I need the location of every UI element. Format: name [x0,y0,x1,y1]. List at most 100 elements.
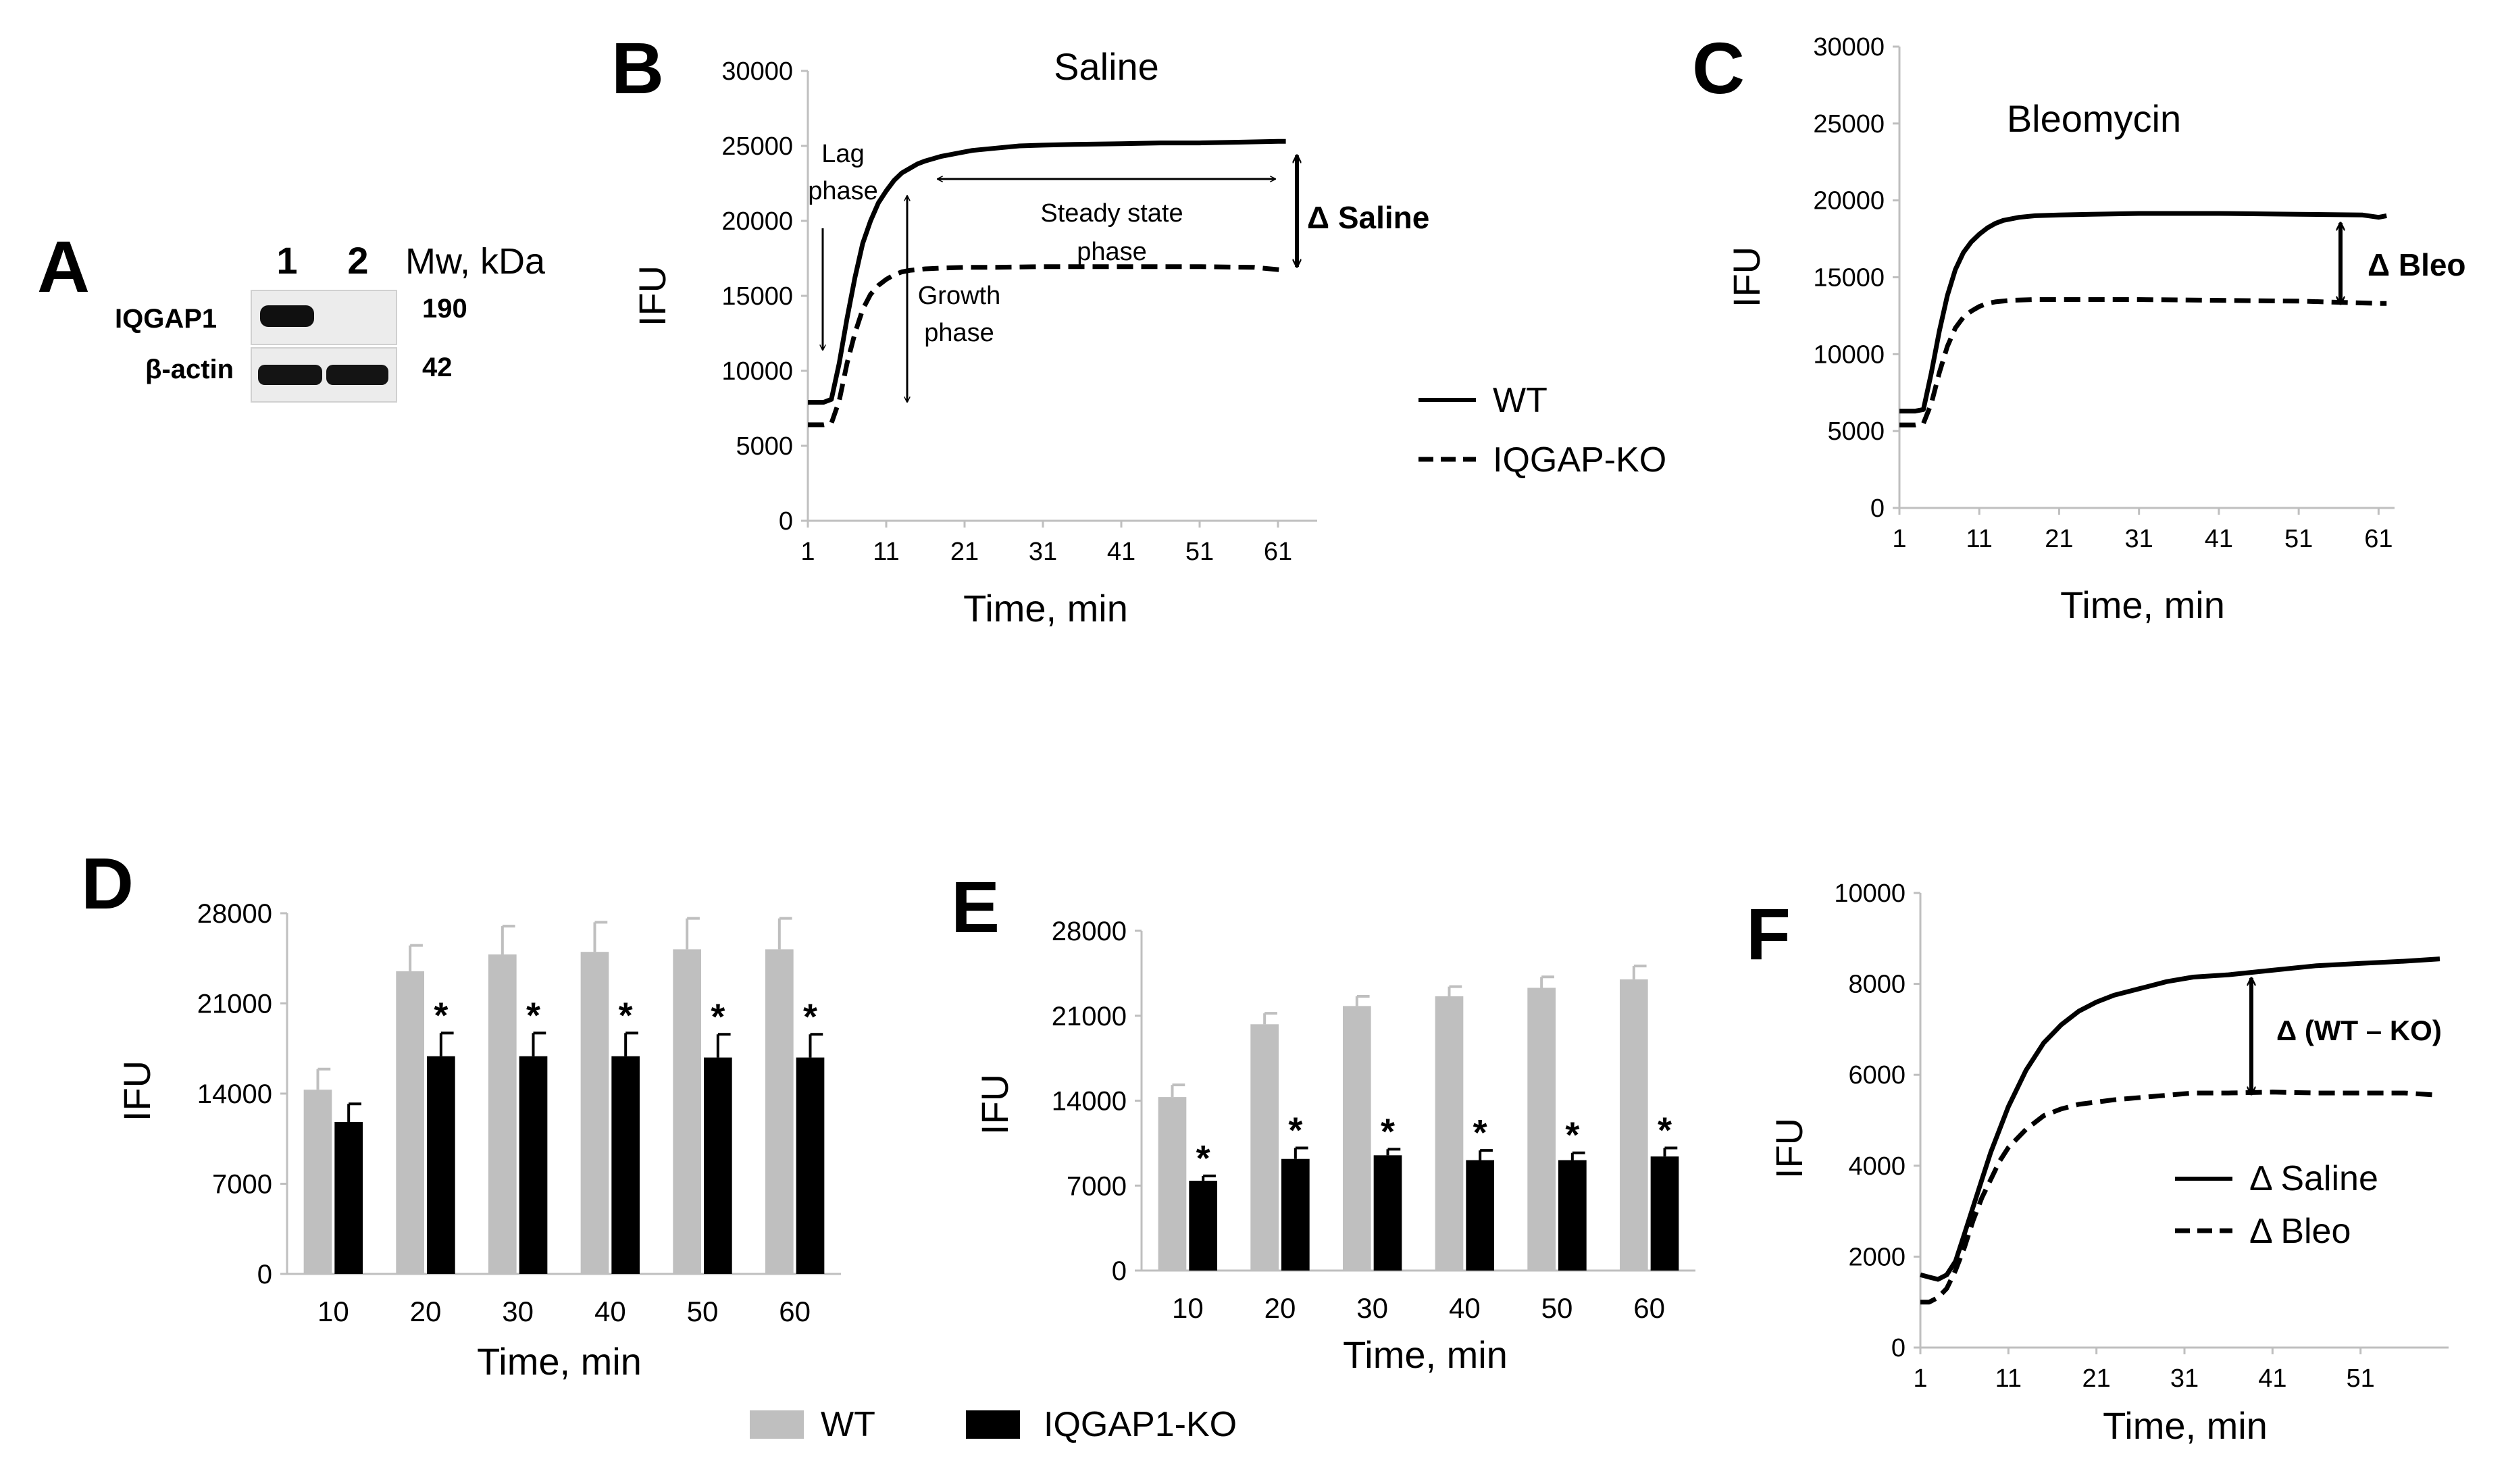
panel-label-e: E [951,866,1000,948]
bar-wt [1527,988,1556,1271]
legend-de-wt-swatch [750,1410,804,1439]
chart-c-title: Bleomycin [2007,97,2181,140]
y-tick-label: 5000 [1827,417,1885,446]
chart-b-xlabel: Time, min [963,587,1128,630]
annotation-lag-1: Lag [821,140,864,168]
chart-b-ylabel: IFU [631,265,673,326]
chart-b-annotations: Lag phase Growth phase Steady state phas… [808,140,1429,402]
chart-e-xlabel: Time, min [1343,1333,1508,1376]
x-tick-label: 21 [2082,1364,2111,1393]
y-tick-label: 4000 [1848,1152,1906,1181]
bar-ko [519,1056,548,1274]
x-tick-label: 21 [2045,525,2073,553]
legend-de-ko-swatch [966,1410,1020,1439]
y-tick-label: 15000 [721,282,793,311]
chart-f-xlabel: Time, min [2103,1404,2268,1447]
x-tick-label: 51 [1185,538,1214,566]
significance-star: * [1288,1110,1302,1151]
x-tick-label: 21 [950,538,979,566]
chart-b-title: Saline [1054,45,1159,88]
y-tick-label: 25000 [1813,110,1885,138]
y-tick-label: 8000 [1848,971,1906,999]
bar-wt [1342,1006,1371,1271]
y-tick-label: 7000 [212,1170,272,1200]
y-tick-label: 21000 [1052,1002,1127,1031]
bar-wt [1250,1024,1279,1271]
legend-f-saline-label: Δ Saline [2249,1159,2378,1198]
annotation-delta-saline: Δ Saline [1307,200,1429,235]
x-tick-label: 60 [779,1296,811,1327]
legend-bc-wt-label: WT [1493,381,1548,420]
y-tick-label: 14000 [1052,1087,1127,1117]
panel-a: A 1 2 Mw, kDa IQGAP1 190 β-actin 42 [37,226,546,403]
panel-label-d: D [81,842,134,924]
annotation-growth-2: phase [924,319,994,347]
annotation-lag-2: phase [808,177,878,205]
panel-label-c: C [1692,27,1745,109]
x-tick-label: 61 [2364,525,2393,553]
bar-wt [580,952,609,1274]
y-tick-label: 0 [1870,494,1885,523]
bar-ko [334,1121,363,1274]
x-tick-label: 41 [2205,525,2233,553]
chart-d-xlabel: Time, min [477,1340,642,1383]
chart-f-ylabel: IFU [1768,1118,1810,1179]
x-tick-label: 1 [800,538,815,566]
blot-mw-42: 42 [422,353,453,382]
y-tick-label: 10000 [721,357,793,386]
legend-de-wt-label: WT [821,1405,875,1444]
y-tick-label: 2000 [1848,1243,1906,1271]
y-tick-label: 28000 [197,899,272,929]
y-tick-label: 20000 [721,207,793,236]
y-tick-label: 0 [1891,1334,1906,1362]
panel-e: E Time, min IFU 0 7000 14000 21000 28000 10 20… [951,866,1695,1376]
y-tick-label: 30000 [721,57,793,86]
blot-band-iqgap1-lane1 [260,305,314,327]
significance-star: * [711,996,725,1037]
bar-ko [1466,1160,1495,1271]
significance-star: * [803,996,817,1037]
bar-ko [1373,1155,1402,1271]
y-tick-label: 25000 [721,132,793,161]
y-tick-label: 7000 [1067,1171,1127,1201]
blot-mw-header: Mw, kDa [405,241,546,282]
significance-star: * [526,995,540,1035]
bar-ko [1281,1158,1310,1271]
chart-c-ylabel: IFU [1725,247,1768,307]
x-tick-label: 40 [594,1296,626,1327]
x-tick-label: 11 [873,538,899,566]
bar-wt [765,949,794,1274]
chart-e-ylabel: IFU [973,1074,1016,1135]
significance-star: * [1565,1115,1579,1156]
bar-wt [1435,996,1464,1271]
bar-ko [704,1057,732,1274]
bar-ko [796,1057,825,1274]
bar-wt [488,954,517,1274]
x-tick-label: 61 [1264,538,1292,566]
y-tick-label: 14000 [197,1079,272,1109]
y-tick-label: 0 [779,507,793,536]
legend-de-ko-label: IQGAP1-KO [1044,1405,1237,1444]
x-tick-label: 41 [2258,1364,2286,1393]
bar-ko [1650,1156,1679,1271]
blot-band-actin-lane2 [326,365,388,385]
y-tick-label: 15000 [1813,264,1885,292]
y-tick-label: 20000 [1813,187,1885,215]
chart-f-series-solid-line [1920,956,2440,1282]
blot-lane-2-label: 2 [347,239,368,282]
y-tick-label: 30000 [1813,33,1885,61]
x-tick-label: 1 [1913,1364,1927,1393]
x-tick-label: 50 [687,1296,719,1327]
x-tick-label: 11 [1995,1364,2022,1393]
x-tick-label: 30 [1356,1292,1388,1324]
annotation-steady-1: Steady state [1040,199,1183,228]
chart-d-ylabel: IFU [116,1060,158,1121]
legend-f-bleo-label: Δ Bleo [2249,1212,2351,1251]
blot-row-label-iqgap1: IQGAP1 [115,304,217,334]
panel-label-a: A [37,226,90,307]
legend-bc: WT IQGAP-KO [1418,381,1666,480]
x-tick-label: 10 [317,1296,349,1327]
annotation-delta-bleo: Δ Bleo [2368,247,2466,282]
bar-wt [1158,1097,1187,1271]
y-tick-label: 0 [257,1260,272,1289]
